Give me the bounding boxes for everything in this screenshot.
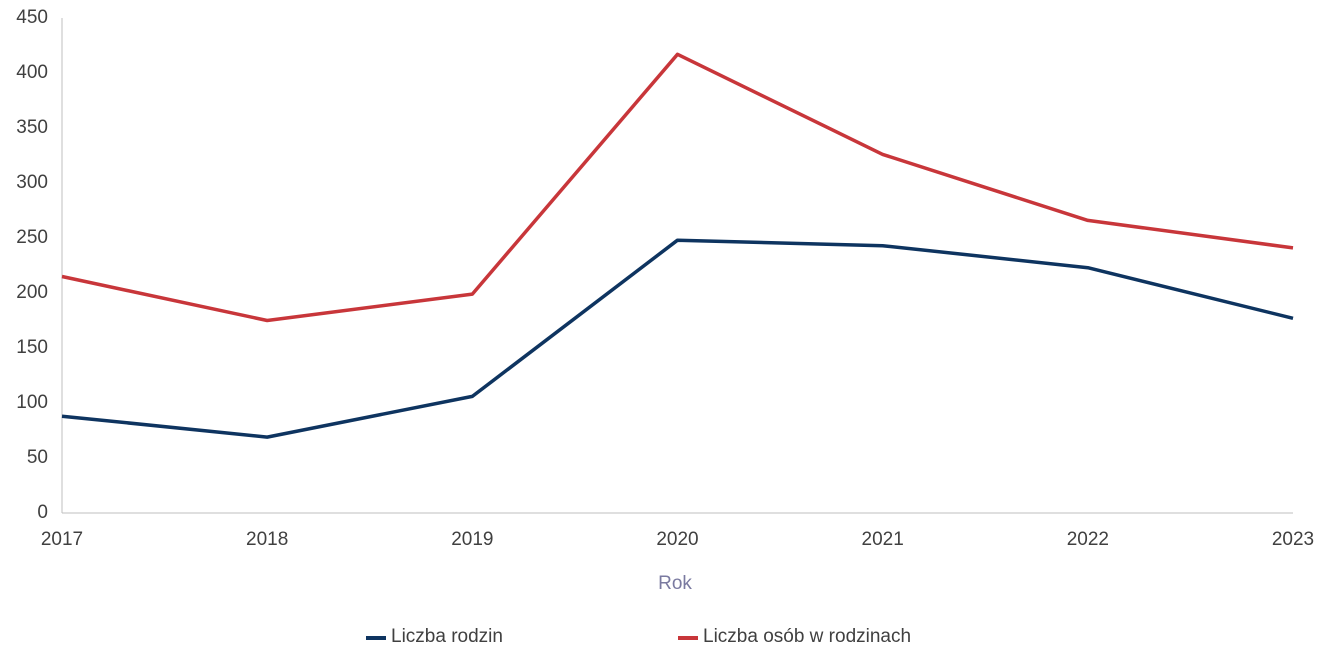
y-tick-label: 100 (16, 392, 48, 413)
series-line (61, 52, 1294, 323)
y-tick-label: 0 (37, 502, 48, 523)
x-tick-label: 2018 (246, 529, 288, 550)
y-tick-label: 450 (16, 7, 48, 28)
series-line (61, 238, 1294, 439)
x-axis-label: Rok (658, 573, 692, 594)
y-tick-label: 400 (16, 62, 48, 83)
y-tick-label: 300 (16, 172, 48, 193)
x-tick-label: 2023 (1272, 529, 1314, 550)
x-tick-label: 2017 (41, 529, 83, 550)
y-tick-label: 250 (16, 227, 48, 248)
y-tick-label: 350 (16, 117, 48, 138)
x-tick-label: 2022 (1067, 529, 1109, 550)
legend-label: Liczba osób w rodzinach (703, 626, 911, 647)
legend-label: Liczba rodzin (391, 626, 503, 647)
x-tick-label: 2021 (862, 529, 904, 550)
x-tick-label: 2020 (656, 529, 698, 550)
y-tick-label: 50 (27, 447, 48, 468)
y-tick-label: 200 (16, 282, 48, 303)
y-tick-label: 150 (16, 337, 48, 358)
x-tick-label: 2019 (451, 529, 493, 550)
